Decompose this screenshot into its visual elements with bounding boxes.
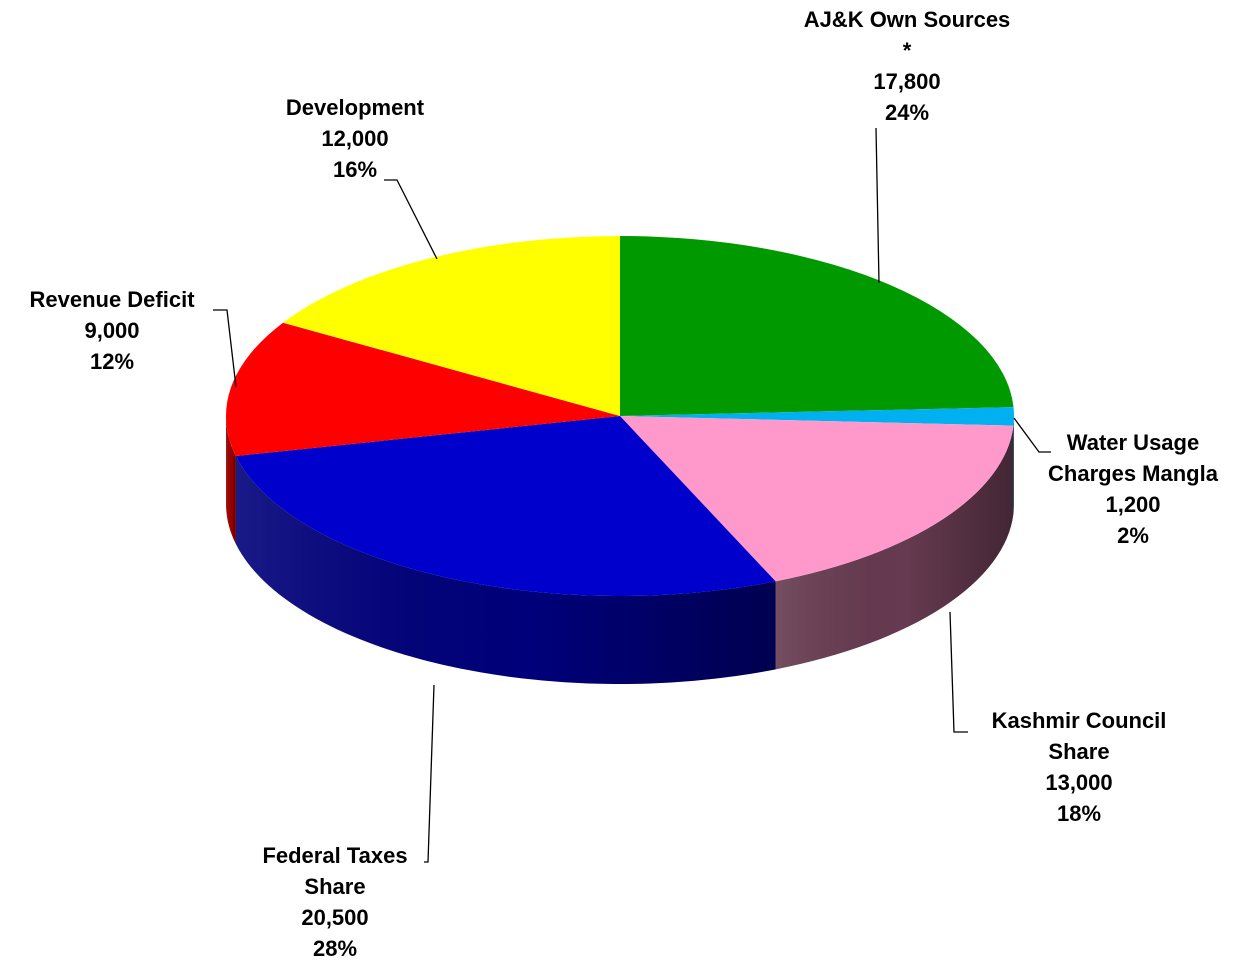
slice-label-ajk-own-sources: AJ&K Own Sources * 17,800 24% [777,4,1037,128]
slice-percent: 2% [1117,523,1149,548]
slice-percent: 16% [332,157,378,182]
slice-percent: 18% [1056,801,1102,826]
leader-line-revenue-deficit [213,309,237,388]
slice-name-line: Development [285,95,425,120]
leader-lines [213,127,1051,863]
pie-side-shading-revenue-deficit [226,416,236,545]
pie-side-shading-kashmir-council [775,425,1014,670]
slice-name-line: Share [1048,739,1110,764]
slice-label-federal-taxes: Federal Taxes Share 20,500 28% [240,840,430,964]
slice-value: 13,000 [1045,770,1113,795]
slice-name-line: Federal Taxes [262,843,408,868]
slice-name-line: Kashmir Council [991,708,1167,733]
pie-side-shading-federal-taxes [235,456,776,684]
pie-slice-ajk-own-sources [620,236,1014,416]
slice-percent: 24% [884,100,930,125]
leader-line-federal-taxes [424,684,435,863]
leader-line-ajk-own-sources [875,127,880,284]
slice-label-water-usage: Water Usage Charges Mangla 1,200 2% [1026,427,1240,551]
pie-slice-development [283,235,620,416]
pie-slice-kashmir-council [620,416,1014,582]
leader-line-kashmir-council [949,611,968,733]
pie-side-shading-water-usage [1013,416,1014,514]
pie-slice-water-usage [620,407,1014,426]
leader-line-development [384,179,438,260]
slice-label-kashmir-council: Kashmir Council Share 13,000 18% [966,705,1192,829]
leader-line-water-usage [1013,417,1051,453]
pie-slice-revenue-deficit [226,322,620,457]
slice-value: 12,000 [321,126,389,151]
slice-name-line: Share [304,874,366,899]
slice-name-line: AJ&K Own Sources [803,7,1011,32]
slice-label-development: Development 12,000 16% [260,92,450,185]
pie-top-faces [226,235,1014,596]
slice-percent: 12% [89,349,135,374]
slice-value: 1,200 [1105,492,1161,517]
pie-slice-federal-taxes [235,416,776,596]
slice-value: 20,500 [301,905,369,930]
slice-label-revenue-deficit: Revenue Deficit 9,000 12% [6,284,218,377]
pie-side-walls [226,416,1014,684]
slice-name-line: Revenue Deficit [29,287,195,312]
slice-value: 17,800 [873,69,941,94]
slice-name-line: * [902,38,912,63]
slice-name-line: Charges Mangla [1048,461,1218,486]
slice-name-line: Water Usage [1066,430,1200,455]
slice-value: 9,000 [84,318,140,343]
slice-percent: 28% [312,936,358,961]
